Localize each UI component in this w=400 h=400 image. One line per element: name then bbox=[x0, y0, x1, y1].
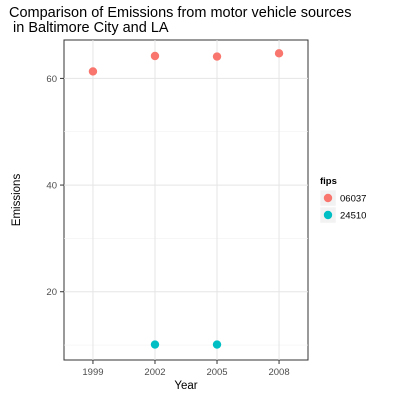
data-point bbox=[150, 51, 160, 61]
data-points bbox=[88, 49, 284, 349]
y-axis: 20 40 60 bbox=[46, 74, 64, 298]
grid-lines bbox=[64, 40, 308, 360]
legend-entry-label: 06037 bbox=[340, 194, 366, 205]
y-tick-label: 20 bbox=[46, 287, 57, 298]
data-point bbox=[274, 49, 284, 58]
legend-key-swatch bbox=[323, 193, 333, 203]
chart-title-line-2: in Baltimore City and LA bbox=[9, 20, 169, 36]
x-axis: 1999 2002 2005 2008 bbox=[82, 360, 290, 378]
x-tick-label: 1999 bbox=[82, 367, 103, 378]
plot-panel bbox=[63, 39, 309, 361]
legend-entry-label: 24510 bbox=[340, 211, 366, 222]
data-point bbox=[212, 52, 222, 61]
y-tick-label: 60 bbox=[46, 74, 57, 85]
x-tick-label: 2008 bbox=[268, 367, 289, 378]
chart-title: Comparison of Emissions from motor vehic… bbox=[9, 5, 351, 36]
data-point bbox=[212, 340, 222, 349]
x-axis-title: Year bbox=[174, 380, 197, 392]
legend: fips 06037 24510 bbox=[319, 176, 366, 224]
chart-title-line-1: Comparison of Emissions from motor vehic… bbox=[9, 5, 351, 21]
x-tick-label: 2002 bbox=[144, 367, 165, 378]
data-point bbox=[88, 67, 98, 76]
y-axis-title: Emissions bbox=[11, 174, 23, 227]
data-point bbox=[150, 340, 160, 349]
legend-title: fips bbox=[320, 176, 337, 187]
legend-key-swatch bbox=[323, 210, 333, 220]
x-tick-label: 2005 bbox=[206, 367, 227, 378]
y-tick-label: 40 bbox=[46, 181, 57, 192]
